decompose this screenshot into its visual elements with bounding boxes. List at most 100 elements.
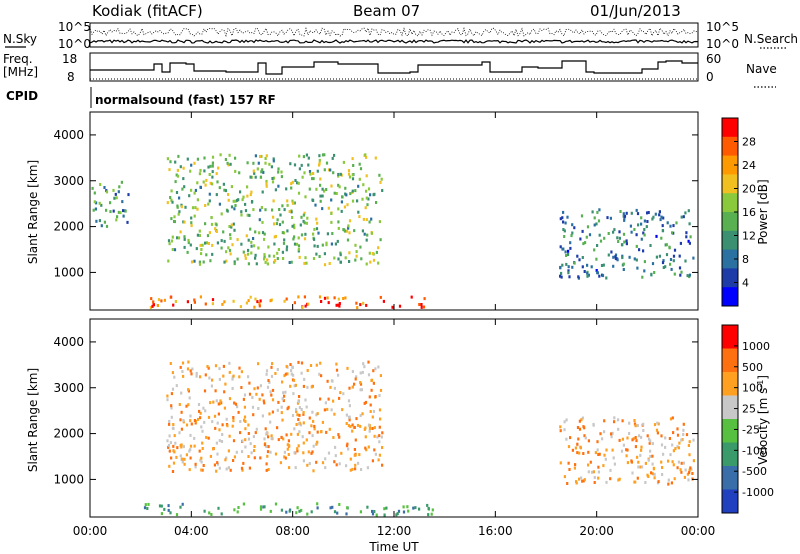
power-cell [614,253,618,257]
power-cell [191,206,195,210]
vel-cell [232,416,235,419]
power-cell [179,165,182,169]
vel-cell [621,419,624,423]
power-cell [257,161,260,165]
vel-cell [653,472,656,476]
power-cell [281,250,284,254]
power-cell [263,232,266,236]
power-cell [370,217,373,221]
power-cell [302,213,305,217]
vel-cell [200,460,203,464]
power-cell [98,219,101,223]
vel-cell [215,469,218,473]
power-cell [562,210,565,214]
vel-cell [253,387,256,391]
vel-cell [170,456,173,460]
power-cell [113,196,116,200]
vel-cell [291,414,295,417]
power-cell [194,206,197,210]
vel-cell [371,459,374,463]
power-cell [347,224,350,228]
vel-cell [189,369,192,373]
vel-cell [207,436,210,440]
power-cell [220,246,223,250]
power-cell [182,177,185,181]
power-cell [659,218,662,222]
vel-cell [578,451,581,455]
vel-cell [316,430,319,434]
vel-cell [271,398,275,402]
power-cell [236,257,239,261]
vel-cell [214,364,218,368]
power-cell [672,254,676,258]
power-cell [326,296,329,300]
x-tick-label: 08:00 [275,524,310,538]
vel-cell [244,445,247,449]
vel-cell [287,453,290,456]
power-cell [186,300,189,304]
power-cell [374,156,377,160]
vel-cell [174,441,177,445]
vel-cell [231,377,234,381]
vel-cell [634,436,637,439]
vel-cell [181,370,184,373]
power-cell [170,217,173,221]
power-cell [323,252,326,256]
vel-cell [181,460,184,464]
vel-cell [241,468,244,472]
power-cell [252,208,255,212]
vel-cell [367,423,371,427]
power-cell [368,251,371,255]
vel-cell [427,506,430,510]
vel-cell [269,450,272,454]
vel-cell [242,397,245,401]
vel-cell [358,453,361,457]
vel-cell [603,419,606,423]
colorbar-tick-label: 8 [742,253,749,266]
vel-cell [306,463,309,467]
power-cell [256,167,259,171]
vel-cell [252,435,255,439]
power-cell [658,213,661,217]
power-cell [578,258,581,262]
power-cell [564,221,567,225]
power-cell [598,274,601,278]
power-cell [278,223,282,227]
vel-cell [231,424,234,428]
vel-cell [667,459,670,463]
vel-cell [282,391,285,395]
power-cell [201,243,204,247]
power-cell [325,161,329,165]
vel-cell [267,435,270,439]
vel-cell [254,431,257,435]
vel-cell [315,363,318,367]
vel-cell [340,451,343,455]
power-cell [635,208,638,212]
power-cell [305,221,308,225]
power-cell [619,210,622,213]
vel-cell [202,464,205,467]
colorbar-swatch [722,466,738,490]
vel-cell [243,393,247,397]
vel-cell [371,509,374,513]
power-cell [117,190,120,194]
power-cell [265,182,268,186]
power-cell [273,242,276,246]
vel-cell [239,431,242,435]
vel-cell [279,461,282,465]
power-cell [193,191,196,195]
power-cell [149,306,152,310]
power-cell [283,238,286,242]
vel-cell [578,427,582,431]
vel-cell [308,431,311,435]
power-cell [303,171,306,175]
vel-cell [687,478,690,482]
power-cell [635,233,638,237]
colorbar-swatch [722,442,738,467]
vel-cell [355,417,358,421]
vel-cell [349,425,352,429]
power-cell [375,250,378,254]
vel-cell [204,409,207,413]
power-cell [646,220,649,223]
vel-cell [676,427,679,431]
